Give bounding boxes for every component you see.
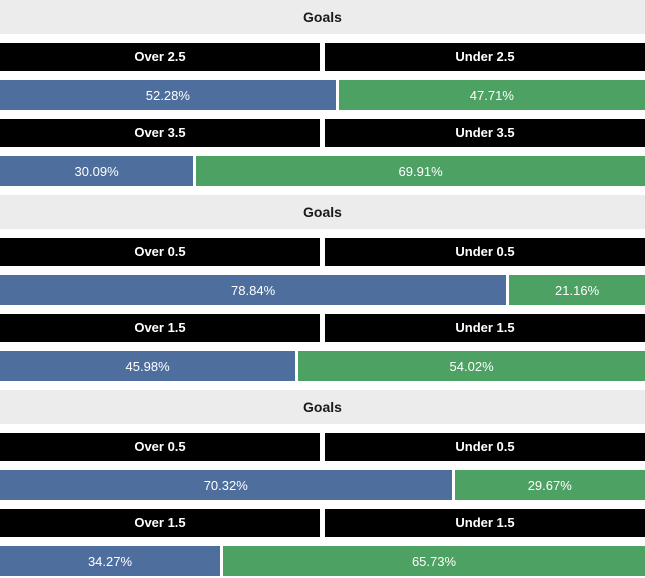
under-percentage: 47.71% <box>469 87 514 103</box>
under-header: Under 0.5 <box>325 433 645 461</box>
under-header: Under 0.5 <box>325 238 645 266</box>
goals-section-3: Goals Over 0.5 Under 0.5 70.32% 29.67% O… <box>0 390 645 576</box>
over-percentage: 70.32% <box>203 477 248 493</box>
section-title-band: Goals <box>0 390 645 424</box>
over-percentage: 34.27% <box>87 553 133 569</box>
goals-section-1: Goals Over 2.5 Under 2.5 52.28% 47.71% O… <box>0 0 645 186</box>
probability-bar-row: 45.98% 54.02% <box>0 351 645 381</box>
over-percentage: 45.98% <box>125 358 170 374</box>
probability-bar-row: 70.32% 29.67% <box>0 470 645 500</box>
over-percentage: 78.84% <box>231 282 276 298</box>
under-bar-segment: 21.16% <box>509 275 645 305</box>
section-title: Goals <box>303 204 342 220</box>
market-header-row: Over 1.5 Under 1.5 <box>0 314 645 342</box>
under-header: Under 2.5 <box>325 43 645 71</box>
under-percentage: 69.91% <box>398 163 443 179</box>
over-bar-segment: 52.28% <box>0 80 336 110</box>
over-bar-segment: 70.32% <box>0 470 452 500</box>
over-bar-segment: 30.09% <box>0 156 194 186</box>
over-header: Over 1.5 <box>0 314 320 342</box>
under-header: Under 3.5 <box>325 119 645 147</box>
section-title-band: Goals <box>0 195 645 229</box>
under-bar-segment: 47.71% <box>338 80 645 110</box>
probability-bar-row: 78.84% 21.16% <box>0 275 645 305</box>
goals-section-2: Goals Over 0.5 Under 0.5 78.84% 21.16% O… <box>0 195 645 381</box>
market-header-row: Over 0.5 Under 0.5 <box>0 433 645 461</box>
over-bar-segment: 78.84% <box>0 275 507 305</box>
market-header-row: Over 2.5 Under 2.5 <box>0 43 645 71</box>
section-title: Goals <box>303 9 342 25</box>
over-bar-segment: 45.98% <box>0 351 296 381</box>
over-bar-segment: 34.27% <box>0 546 221 576</box>
under-bar-segment: 65.73% <box>223 546 645 576</box>
under-header: Under 1.5 <box>325 314 645 342</box>
section-title: Goals <box>303 399 342 415</box>
over-header: Over 2.5 <box>0 43 320 71</box>
probability-bar-row: 30.09% 69.91% <box>0 156 645 186</box>
section-title-band: Goals <box>0 0 645 34</box>
over-percentage: 30.09% <box>74 163 119 179</box>
over-header: Over 0.5 <box>0 238 320 266</box>
over-header: Over 1.5 <box>0 509 320 537</box>
market-header-row: Over 0.5 Under 0.5 <box>0 238 645 266</box>
probability-bar-row: 34.27% 65.73% <box>0 546 645 576</box>
over-header: Over 3.5 <box>0 119 320 147</box>
under-bar-segment: 69.91% <box>196 156 645 186</box>
under-percentage: 21.16% <box>555 282 600 298</box>
over-header: Over 0.5 <box>0 433 320 461</box>
under-percentage: 29.67% <box>527 477 572 493</box>
under-percentage: 65.73% <box>411 553 457 569</box>
probability-bar-row: 52.28% 47.71% <box>0 80 645 110</box>
under-bar-segment: 29.67% <box>454 470 645 500</box>
under-percentage: 54.02% <box>449 358 494 374</box>
market-header-row: Over 1.5 Under 1.5 <box>0 509 645 537</box>
market-header-row: Over 3.5 Under 3.5 <box>0 119 645 147</box>
under-header: Under 1.5 <box>325 509 645 537</box>
over-percentage: 52.28% <box>145 87 190 103</box>
under-bar-segment: 54.02% <box>298 351 645 381</box>
